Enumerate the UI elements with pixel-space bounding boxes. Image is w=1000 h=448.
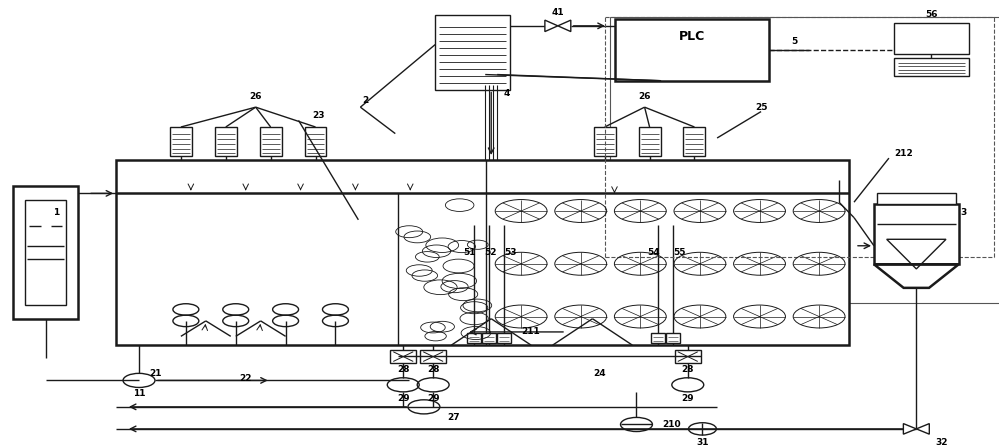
Text: 51: 51	[463, 248, 476, 257]
Text: 52: 52	[484, 248, 496, 257]
Text: 28: 28	[427, 365, 439, 374]
Text: 26: 26	[249, 92, 262, 101]
Bar	[435, 15, 510, 90]
Text: 11: 11	[133, 389, 145, 398]
Polygon shape	[558, 20, 571, 31]
Text: 55: 55	[673, 248, 685, 257]
Text: 210: 210	[662, 420, 681, 429]
Bar	[675, 349, 701, 363]
Bar	[305, 127, 326, 155]
Bar	[420, 349, 446, 363]
Bar	[467, 333, 481, 343]
Bar	[25, 200, 66, 306]
Text: 28: 28	[397, 365, 409, 374]
Text: 27: 27	[448, 414, 460, 422]
Text: 32: 32	[935, 438, 948, 447]
Text: 53: 53	[504, 248, 516, 257]
Bar	[594, 127, 616, 155]
Text: 24: 24	[594, 369, 606, 378]
Text: 22: 22	[239, 374, 252, 383]
Text: 25: 25	[755, 103, 767, 112]
Text: 54: 54	[647, 248, 660, 257]
Bar	[610, 17, 1000, 303]
Bar	[497, 333, 511, 343]
Polygon shape	[916, 424, 929, 434]
Text: 211: 211	[522, 327, 540, 336]
Bar	[615, 19, 769, 81]
Bar	[482, 333, 496, 343]
Polygon shape	[545, 20, 558, 31]
Text: 29: 29	[397, 393, 410, 403]
Text: 29: 29	[681, 393, 694, 403]
Bar	[390, 349, 416, 363]
Text: 23: 23	[312, 112, 325, 121]
Bar	[13, 186, 78, 319]
Text: PLC: PLC	[679, 30, 705, 43]
Bar	[666, 333, 680, 343]
Text: 56: 56	[925, 10, 938, 19]
Polygon shape	[903, 424, 916, 434]
Text: 4: 4	[504, 90, 510, 99]
Bar	[683, 127, 705, 155]
Text: 41: 41	[552, 8, 564, 17]
Text: 3: 3	[961, 208, 967, 217]
Text: 2: 2	[362, 96, 368, 105]
Bar	[170, 127, 192, 155]
Bar	[894, 23, 969, 54]
Text: 1: 1	[53, 208, 59, 217]
Text: 28: 28	[682, 365, 694, 374]
Bar	[260, 127, 282, 155]
Text: 5: 5	[791, 37, 797, 46]
Text: 31: 31	[696, 438, 709, 447]
Text: 29: 29	[427, 393, 439, 403]
Bar	[639, 127, 661, 155]
Bar	[215, 127, 237, 155]
Bar	[877, 193, 956, 204]
Bar	[651, 333, 665, 343]
Bar	[894, 58, 969, 76]
Text: 212: 212	[895, 149, 913, 158]
Bar	[116, 160, 849, 345]
Text: 26: 26	[638, 92, 651, 101]
Bar	[874, 204, 959, 264]
Text: 21: 21	[150, 369, 162, 378]
